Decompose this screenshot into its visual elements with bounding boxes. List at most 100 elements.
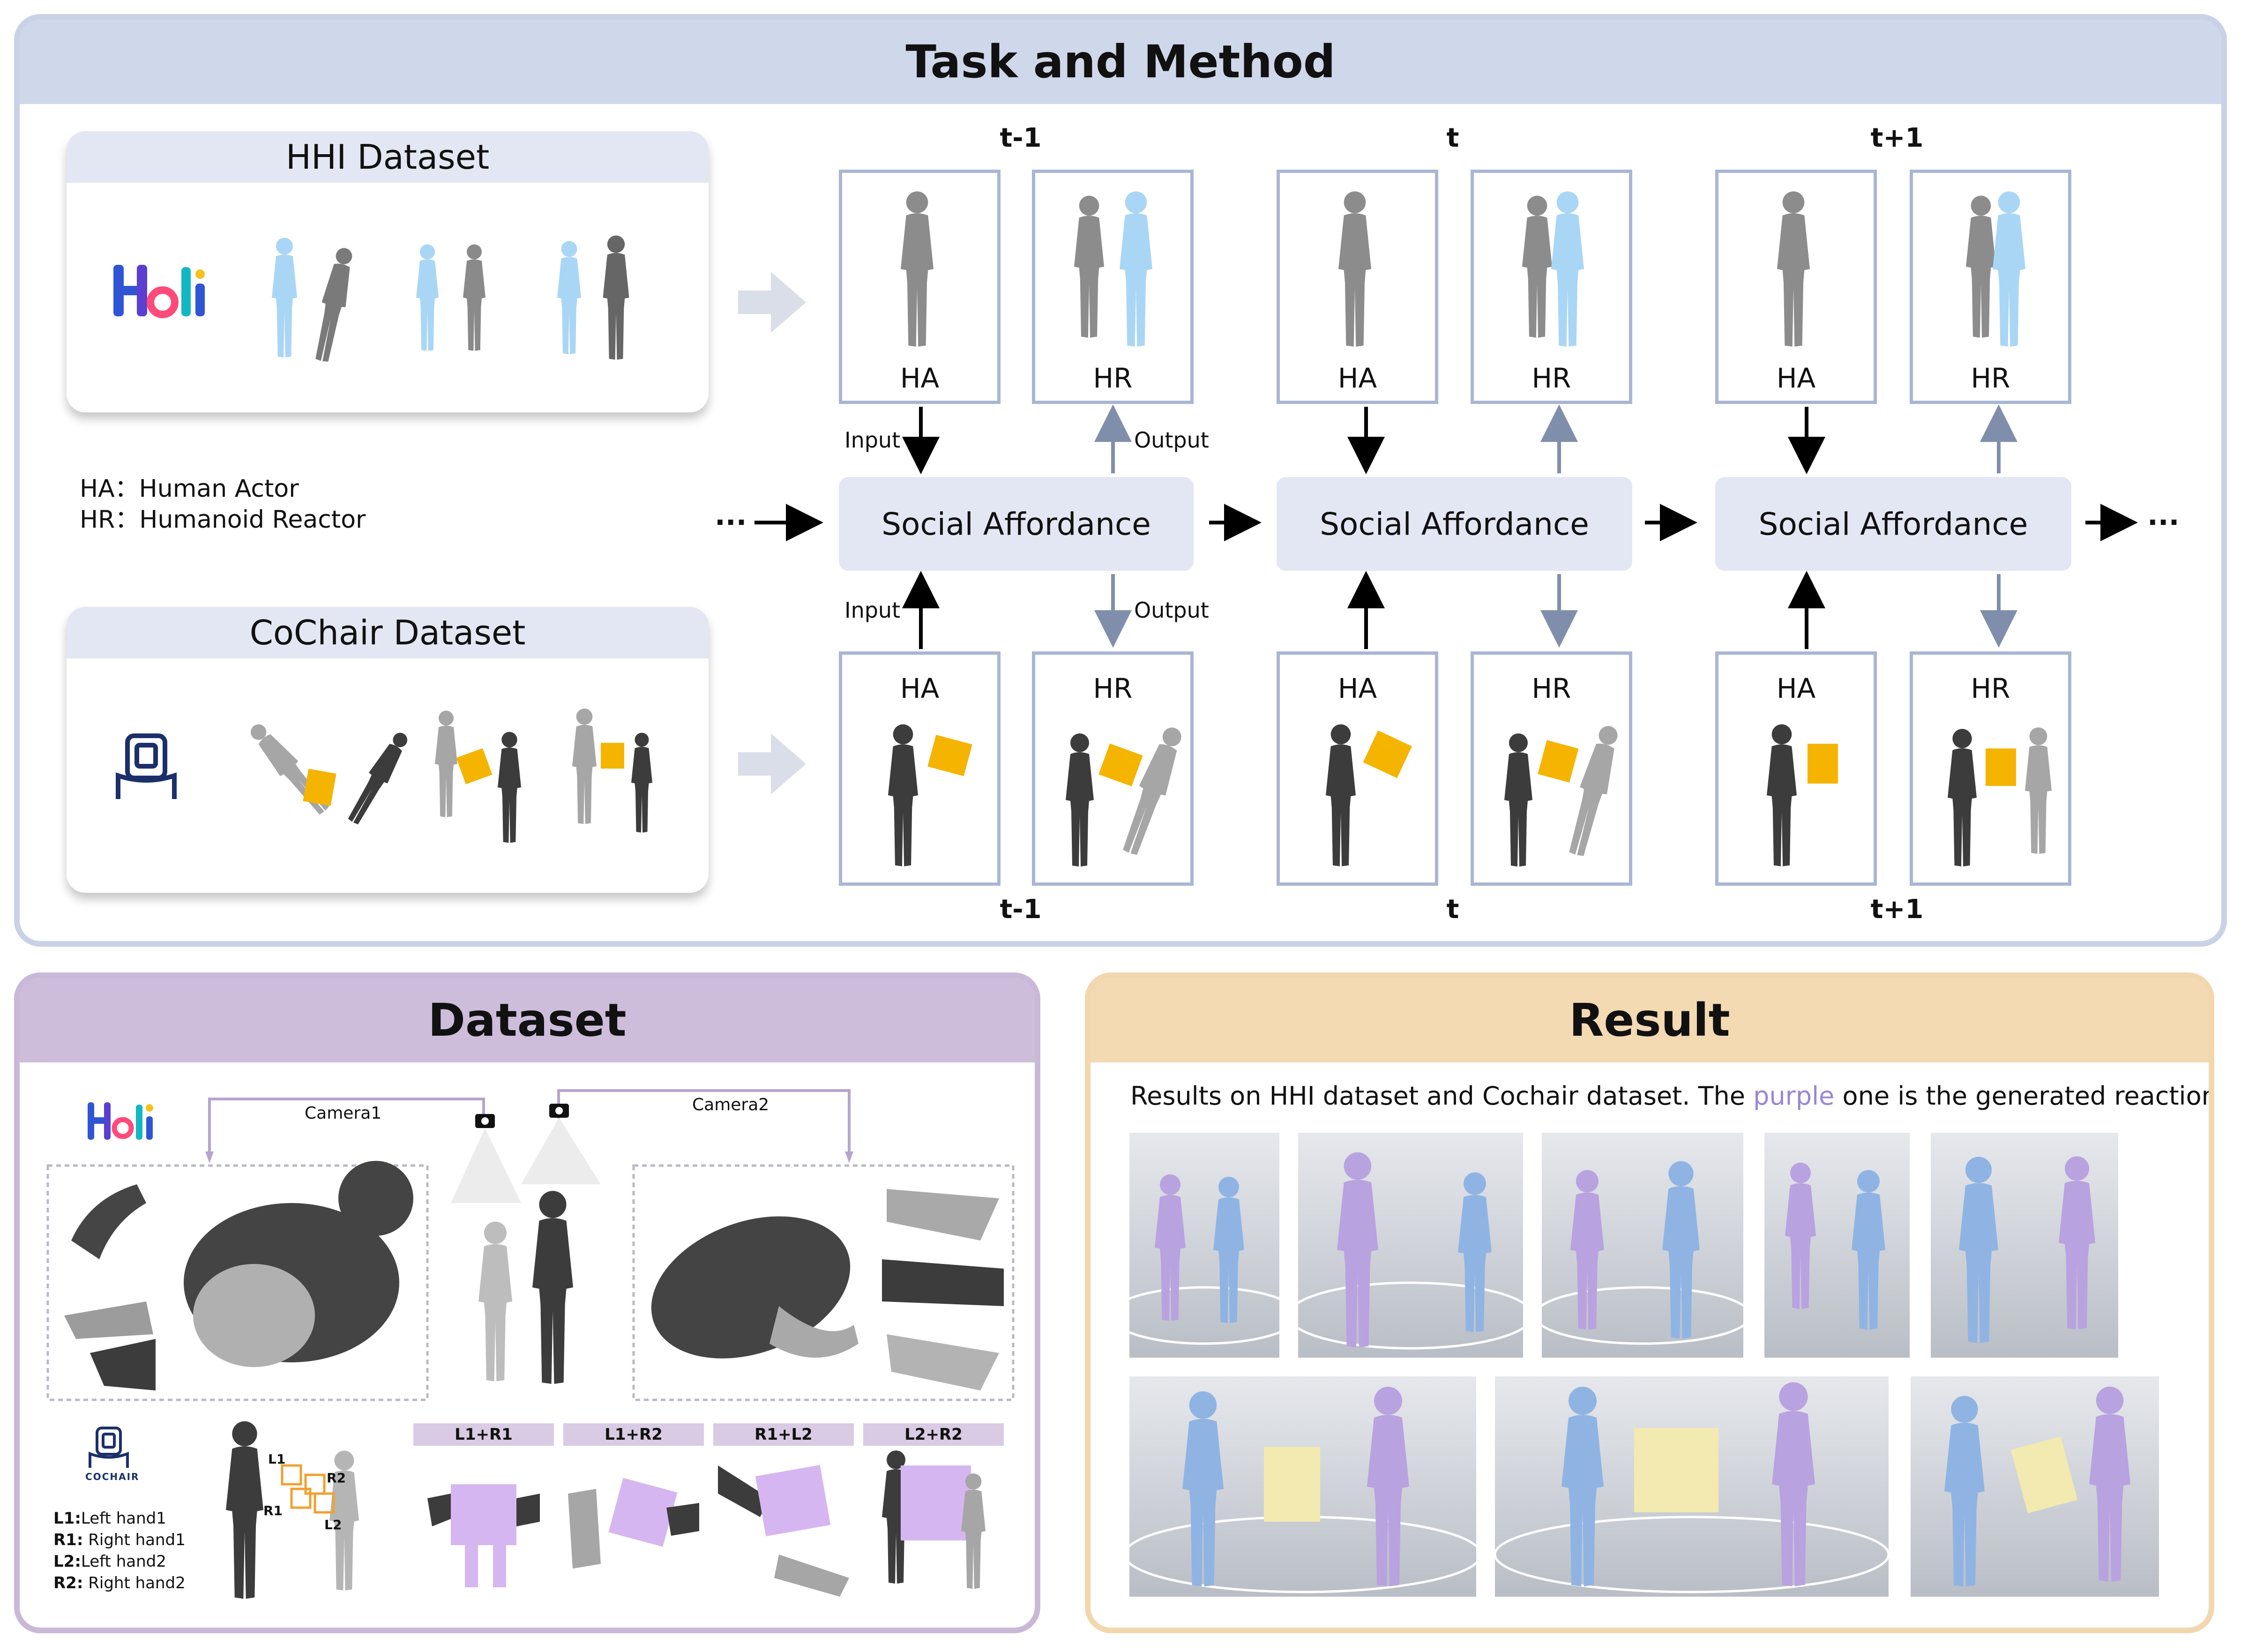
social-affordance-label: Social Affordance [1320,506,1589,542]
hhi-samples [113,235,629,364]
result-caption-highlight: purple [1753,1081,1835,1111]
input-label-top: Input [844,427,901,453]
frame-bottom-ha-t+1: HA [1715,651,1877,886]
result-cochair-2 [1494,1376,1890,1597]
camera1-icon [475,1114,495,1128]
task-method-header: Task and Method [20,20,2221,104]
result-hhi-4 [1764,1133,1910,1358]
cochair-pair-2 [435,710,521,843]
combo-chip-l1-r2: L1+R2 [563,1423,704,1446]
cochair-dataset-card: CoChair Dataset [67,607,709,893]
social-affordance-t+1: Social Affordance [1715,477,2071,571]
frame-bottom-ha-label: HA [1776,673,1816,704]
frame-bottom-ha-label: HA [1337,673,1377,704]
output-label-bottom: Output [1134,598,1209,623]
social-affordance-t: Social Affordance [1277,477,1632,571]
frame-top-ha-label: HA [1776,362,1816,394]
frame-top-ha-label: HA [1337,362,1377,394]
dataset-panel: Dataset [14,972,1040,1633]
hoi-logo-small-icon [88,1102,153,1140]
combo-chip-l1-r1: L1+R1 [413,1423,554,1446]
legend-hr: HR：Humanoid Reactor [80,506,366,534]
hhi-dataset-card: HHI Dataset [67,131,709,412]
result-hhi-3 [1533,1133,1752,1358]
result-header: Result [1091,978,2209,1062]
cochair-pair-3 [572,708,652,833]
cochair-samples [116,708,652,843]
frame-bottom-hr-label: HR [1971,673,2010,704]
hand-legend-row: R1: Right hand1 [53,1531,186,1549]
time-label-bottom-2: t [1446,894,1459,925]
hand-label-r2: R2 [327,1470,346,1486]
result-hhi-1 [1109,1133,1300,1358]
result-cochair-3 [1911,1376,2159,1597]
cochair-card-header: CoChair Dataset [67,607,709,658]
output-label-top: Output [1134,427,1209,453]
cochair-flow-arrow-icon [738,733,806,794]
result-caption-pre: Results on HHI dataset and Cochair datas… [1130,1081,1754,1111]
hhi-card-title: HHI Dataset [285,137,490,177]
social-affordance-label: Social Affordance [881,506,1151,542]
frame-bottom-ha-t-1: HA [839,651,1001,886]
camera2-label: Camera2 [692,1095,769,1114]
frame-bottom-hr-t-1: HR [1032,651,1194,886]
camera-setup [46,1089,1015,1599]
result-hhi-2 [1287,1133,1534,1358]
hand-label-l2: L2 [324,1517,342,1532]
frame-top-hr-t+1: HR [1910,170,2071,404]
result-cochair-1 [1123,1376,1482,1597]
cochair-card-title: CoChair Dataset [249,613,526,652]
social-affordance-label: Social Affordance [1758,506,2028,542]
hoi-logo-icon [113,265,205,318]
cochair-logo-small-text: COCHAIR [85,1471,140,1482]
hhi-flow-arrow-icon [738,272,806,333]
frame-bottom-hr-label: HR [1093,673,1133,704]
task-method-title: Task and Method [905,36,1336,88]
abbreviation-legend: HA：Human Actor HR：Humanoid Reactor [80,473,366,535]
combo-image-2 [563,1447,704,1597]
result-panel: Result Results on HHI dataset and Cochai… [1085,972,2214,1633]
frame-top-hr-t-1: HR [1032,170,1194,404]
combo-image-1 [413,1447,554,1597]
frame-top-hr-label: HR [1531,362,1571,394]
hand-legend-row: R2: Right hand2 [53,1574,186,1592]
ellipsis-right: ··· [2147,506,2180,539]
hand-label-r1: R1 [263,1503,283,1518]
frame-top-hr-label: HR [1093,362,1133,394]
result-hhi-5 [1931,1133,2118,1358]
frame-top-hr-label: HR [1971,362,2010,394]
time-label-top-3: t+1 [1870,123,1924,153]
hand-legend: L1:Left hand1 R1: Right hand1 L2:Left ha… [53,1508,186,1594]
result-caption-post: one is the generated reaction [1834,1081,2214,1111]
frame-top-ha-t: HA [1277,170,1438,404]
dataset-header: Dataset [20,978,1035,1062]
frame-top-ha-t+1: HA [1715,170,1877,404]
time-label-top-1: t-1 [1000,123,1042,153]
frame-top-ha-t-1: HA [839,170,1001,404]
time-label-bottom-1: t-1 [1000,894,1042,925]
ellipsis-left: ··· [715,506,747,539]
camera1-label: Camera1 [305,1104,382,1123]
frame-bottom-hr-t: HR [1471,651,1632,886]
hhi-card-header: HHI Dataset [67,131,709,183]
combo-chip-l2-r2: L2+R2 [863,1423,1004,1446]
timeline-arrows [754,404,2138,649]
frame-bottom-hr-t+1: HR [1910,651,2071,886]
cochair-pair-1 [244,718,413,828]
hand-legend-row: L2:Left hand2 [53,1552,166,1571]
result-title: Result [1569,994,1730,1047]
time-label-top-2: t [1446,123,1459,153]
frame-bottom-hr-label: HR [1531,673,1571,704]
hand-legend-row: L1:Left hand1 [53,1509,166,1528]
frame-bottom-ha-t: HA [1277,651,1438,886]
cochair-logo-small-icon [89,1427,129,1468]
legend-ha: HA：Human Actor [80,475,299,503]
input-label-bottom: Input [844,598,901,623]
frame-top-hr-t: HR [1471,170,1632,404]
time-label-bottom-3: t+1 [1870,894,1924,925]
cochair-logo-icon [116,733,177,799]
result-caption: Results on HHI dataset and Cochair datas… [1130,1081,2214,1111]
result-images [1109,1133,2159,1597]
hand-label-l1: L1 [268,1451,286,1467]
social-affordance-t-1: Social Affordance [839,477,1194,571]
